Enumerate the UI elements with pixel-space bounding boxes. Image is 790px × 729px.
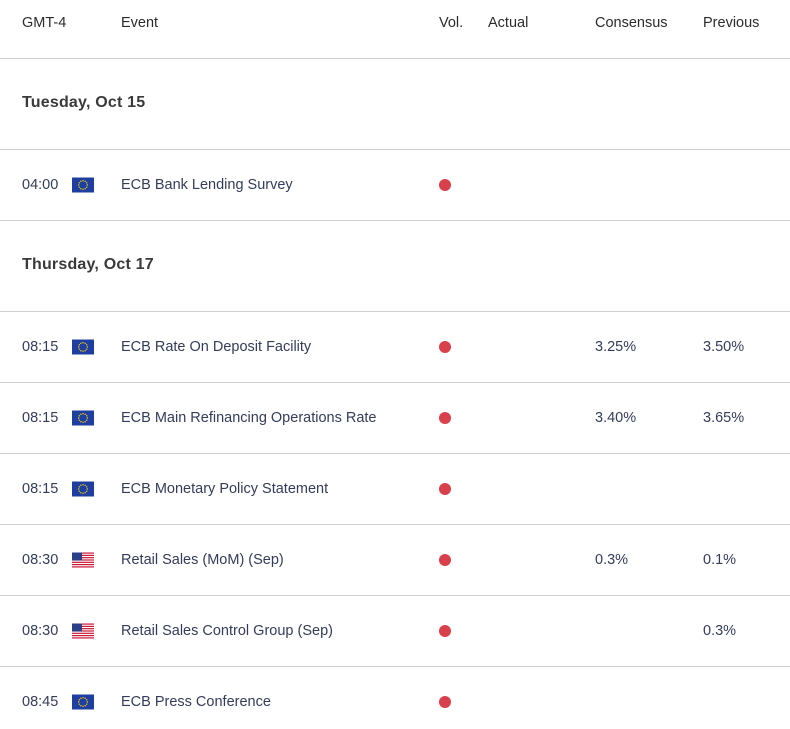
row-divider: [0, 382, 790, 383]
volatility-dot: [439, 179, 451, 191]
consensus-value: 0.3%: [595, 552, 629, 568]
column-header: GMT-4: [22, 15, 67, 31]
column-header: Actual: [488, 15, 529, 31]
event-name: ECB Main Refinancing Operations Rate: [121, 410, 377, 426]
volatility-dot: [439, 554, 451, 566]
event-name: ECB Monetary Policy Statement: [121, 481, 329, 497]
volatility-dot: [439, 483, 451, 495]
event-time: 08:30: [22, 552, 59, 568]
consensus-value: 3.25%: [595, 339, 637, 355]
volatility-dot: [439, 341, 451, 353]
event-name: ECB Press Conference: [121, 694, 271, 710]
flag-icon: [72, 694, 94, 710]
flag-icon: [72, 623, 94, 639]
row-divider: [0, 524, 790, 525]
previous-value: 3.65%: [703, 410, 745, 426]
event-time: 08:15: [22, 410, 59, 426]
row-divider: [0, 595, 790, 596]
volatility-dot: [439, 412, 451, 424]
row-divider: [0, 311, 790, 312]
date-heading: Thursday, Oct 17: [22, 256, 154, 273]
flag-icon: [72, 339, 94, 355]
row-divider: [0, 58, 790, 59]
date-heading: Tuesday, Oct 15: [22, 94, 146, 111]
previous-value: 3.50%: [703, 339, 745, 355]
event-name: Retail Sales (MoM) (Sep): [121, 552, 284, 568]
column-header: Vol.: [439, 15, 464, 31]
event-time: 08:30: [22, 623, 59, 639]
event-name: ECB Rate On Deposit Facility: [121, 339, 312, 355]
row-divider: [0, 666, 790, 667]
volatility-dot: [439, 625, 451, 637]
row-divider: [0, 220, 790, 221]
event-name: Retail Sales Control Group (Sep): [121, 623, 333, 639]
flag-icon: [72, 410, 94, 426]
flag-icon: [72, 177, 94, 193]
row-divider: [0, 453, 790, 454]
event-time: 08:15: [22, 481, 59, 497]
previous-value: 0.3%: [703, 623, 737, 639]
previous-value: 0.1%: [703, 552, 737, 568]
volatility-dot: [439, 696, 451, 708]
event-time: 08:15: [22, 339, 59, 355]
row-divider: [0, 149, 790, 150]
column-header: Event: [121, 15, 159, 31]
event-time: 04:00: [22, 177, 59, 193]
flag-icon: [72, 552, 94, 568]
column-header: Previous: [703, 15, 760, 31]
column-header: Consensus: [595, 15, 668, 31]
event-name: ECB Bank Lending Survey: [121, 177, 293, 193]
event-time: 08:45: [22, 694, 59, 710]
flag-icon: [72, 481, 94, 497]
consensus-value: 3.40%: [595, 410, 637, 426]
